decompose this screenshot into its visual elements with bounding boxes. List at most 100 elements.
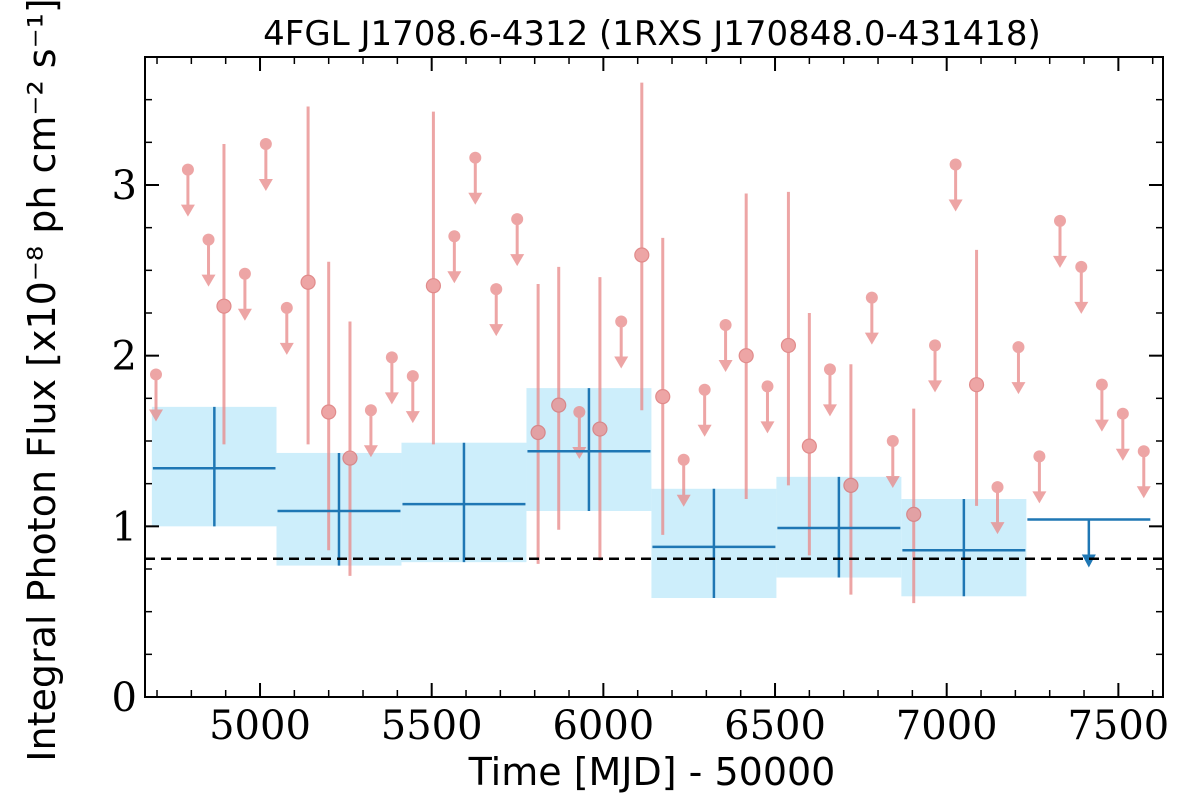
short-bin-point: [697, 383, 712, 437]
upper-limit-arrow: [1115, 448, 1130, 461]
upper-limit-arrow: [489, 324, 504, 337]
short-bin-point: [801, 313, 817, 556]
upper-limit-arrow: [201, 274, 216, 287]
short-bin-point: [885, 435, 900, 488]
upper-limit-arrow: [510, 254, 525, 267]
upper-limit-arrow: [384, 392, 399, 405]
upper-limit-arrow: [1011, 382, 1026, 395]
short-bin-marker: [216, 298, 232, 314]
short-bin-marker: [780, 337, 797, 354]
x-axis-label: Time [MJD] - 50000: [468, 750, 836, 794]
y-tick-label: 2: [112, 334, 137, 380]
short-bin-point: [1074, 260, 1089, 314]
upper-limit-arrow: [864, 332, 879, 345]
upper-limit-arrow: [676, 494, 691, 507]
short-bin-point: [990, 481, 1005, 535]
short-bin-point: [342, 321, 358, 576]
short-bin-marker: [968, 377, 985, 393]
upper-limit-arrow: [760, 421, 775, 434]
upper-limit-arrow: [1094, 419, 1109, 432]
x-tick-label: 5000: [209, 703, 311, 749]
long-bin-point: [527, 388, 651, 511]
short-bin-point: [676, 453, 691, 507]
long-bin-point: [652, 488, 776, 599]
short-bin-marker: [551, 397, 567, 413]
x-tick-label: 7000: [896, 703, 998, 749]
x-tick-label: 6500: [724, 703, 826, 749]
long-bin-point: [1027, 518, 1151, 568]
upper-limit-arrow: [405, 411, 420, 424]
short-bin-point: [655, 237, 671, 535]
short-bin-point: [300, 106, 316, 445]
short-bin-point: [510, 213, 525, 267]
long-bin-point: [152, 406, 276, 527]
short-bin-point: [363, 404, 378, 458]
x-tick-label: 7500: [1067, 703, 1169, 749]
upper-limit-arrow: [572, 446, 587, 459]
short-bin-point: [614, 315, 629, 369]
short-bin-marker: [655, 389, 671, 405]
short-bin-marker: [843, 477, 859, 493]
y-tick-label: 0: [112, 675, 137, 721]
short-bin-point: [718, 318, 733, 372]
upper-limit-arrow: [1136, 486, 1151, 499]
short-bin-point: [928, 339, 943, 393]
upper-limit-arrow: [148, 409, 163, 422]
short-bin-point: [237, 267, 252, 321]
upper-limit-arrow: [1052, 255, 1067, 268]
short-bin-point: [489, 283, 504, 337]
short-bin-point: [425, 111, 442, 445]
short-bin-point: [948, 158, 963, 212]
short-bin-point: [384, 351, 399, 405]
short-bin-point: [968, 249, 985, 506]
upper-limit-arrow: [468, 192, 483, 205]
short-bin-point: [1094, 378, 1109, 432]
short-bin-point: [634, 82, 650, 411]
short-bin-marker: [300, 274, 316, 290]
short-bin-point: [180, 163, 195, 217]
upper-limit-arrow: [614, 356, 629, 369]
short-bin-point: [822, 363, 837, 417]
short-bin-marker: [342, 450, 358, 466]
upper-limit-arrow: [237, 308, 252, 321]
upper-limit-arrow: [885, 476, 900, 488]
short-bin-point: [405, 370, 420, 424]
short-bin-point: [760, 380, 775, 434]
upper-limit-arrow: [697, 424, 712, 437]
long-bin-point: [902, 499, 1026, 597]
upper-limit-arrow: [928, 380, 943, 393]
short-bin-point: [216, 144, 232, 445]
short-bin-point: [148, 368, 163, 422]
upper-limit-arrow: [1074, 301, 1089, 314]
short-bin-point: [843, 364, 859, 595]
upper-limit-arrow: [1032, 491, 1047, 504]
short-bin-marker: [738, 348, 754, 364]
plot-frame: [144, 56, 1164, 698]
short-bin-point: [864, 291, 879, 345]
short-bin-point: [906, 408, 922, 604]
y-tick-label: 1: [112, 504, 137, 550]
upper-limit-arrow: [1081, 554, 1096, 568]
short-bin-point: [780, 191, 797, 486]
short-bin-marker: [425, 278, 442, 294]
upper-limit-arrow: [822, 404, 837, 417]
upper-limit-arrow: [363, 445, 378, 458]
long-bin-point: [277, 452, 401, 566]
short-bin-point: [1136, 445, 1151, 499]
axes: 5000 5500 6000 6500 7000 7500 0 1 2 3: [112, 56, 1169, 749]
short-bin-point: [551, 266, 567, 530]
long-bin-point: [402, 442, 526, 563]
short-bin-point: [201, 233, 216, 287]
short-bin-marker: [906, 506, 922, 522]
short-bin-point: [468, 151, 483, 205]
short-bin-point: [1032, 450, 1047, 504]
upper-limit-arrow: [990, 522, 1005, 535]
short-bin-point: [279, 301, 294, 355]
chart-title: 4FGL J1708.6-4312 (1RXS J170848.0-431418…: [263, 14, 1041, 54]
upper-limit-arrow: [718, 359, 733, 372]
short-bin-marker: [592, 421, 608, 437]
short-bin-point: [1011, 341, 1026, 395]
upper-limit-arrow: [180, 204, 195, 217]
short-bin-point: [530, 283, 546, 564]
